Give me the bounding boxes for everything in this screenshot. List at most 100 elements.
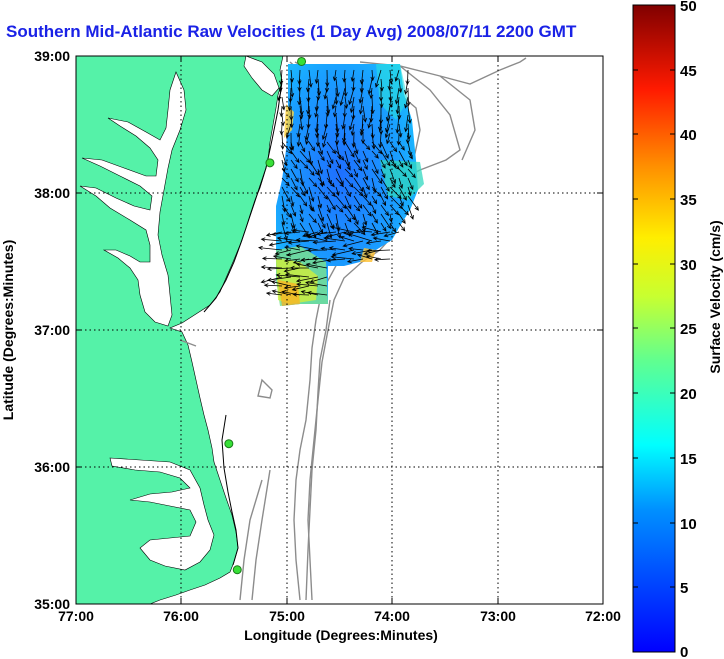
velocity-arrow [326, 258, 346, 263]
velocity-arrow [389, 141, 398, 153]
velocity-arrow [292, 292, 310, 297]
radar-site-marker [232, 565, 242, 575]
velocity-arrow [335, 204, 344, 213]
velocity-arrow [365, 254, 382, 260]
velocity-arrow [281, 222, 288, 242]
velocity-arrow [380, 195, 387, 207]
velocity-arrow [290, 168, 299, 183]
colorbar-tick-label: 10 [680, 516, 697, 533]
velocity-arrow [281, 168, 290, 178]
velocity-arrow [300, 290, 319, 296]
velocity-arrow [371, 150, 379, 159]
axis-tick-marks [76, 56, 603, 604]
velocity-arrow [344, 141, 355, 158]
velocity-arrow [305, 234, 328, 242]
velocity-arrow [407, 186, 412, 197]
velocity-arrow [395, 114, 400, 134]
velocity-arrow [307, 105, 312, 120]
velocity-arrow [344, 177, 354, 188]
velocity-arrow [373, 257, 391, 262]
velocity-arrow [384, 123, 391, 139]
colorbar-tick-label: 40 [680, 127, 697, 144]
velocity-arrow [372, 236, 391, 242]
velocity-arrow [389, 222, 397, 233]
velocity-arrow [325, 105, 330, 117]
radar-site-marker [297, 56, 307, 66]
velocity-arrow [353, 141, 359, 155]
velocity-arrow [281, 213, 286, 226]
velocity-arrow [326, 150, 334, 165]
velocity-arrow [362, 105, 368, 123]
velocity-arrow [305, 280, 328, 287]
velocity-arrow [407, 150, 413, 160]
velocity-arrow [330, 255, 355, 260]
velocity-arrow [362, 177, 370, 191]
velocity-arrow [344, 186, 352, 198]
colorbar [632, 4, 676, 653]
velocity-arrow [335, 114, 340, 134]
velocity-arrow [283, 267, 301, 273]
velocity-arrow [335, 222, 342, 239]
velocity-arrow [289, 265, 310, 271]
velocity-arrow [358, 87, 364, 104]
velocity-arrow [387, 78, 392, 91]
y-tick-label: 39:00 [34, 48, 70, 64]
velocity-arrow [270, 280, 292, 287]
velocity-arrow [295, 244, 319, 251]
velocity-arrow [316, 87, 321, 101]
velocity-arrow [299, 141, 306, 153]
velocity-arrow [299, 177, 309, 195]
colorbar-tick-label: 0 [680, 644, 688, 659]
velocity-arrow [389, 168, 397, 184]
velocity-arrow [361, 225, 382, 233]
velocity-arrow [308, 168, 315, 176]
velocity-arrow [281, 177, 290, 187]
velocity-arrow [335, 177, 344, 188]
velocity-arrow [371, 168, 383, 185]
velocity-arrow [315, 132, 321, 148]
velocity-arrow [371, 204, 377, 215]
velocity-arrow [353, 168, 358, 178]
x-tick-label: 72:00 [585, 608, 621, 624]
velocity-arrow [353, 177, 364, 193]
velocity-arrow [290, 150, 300, 164]
velocity-arrow [362, 141, 371, 151]
x-axis-title: Longitude (Degrees:Minutes) [244, 627, 438, 643]
velocity-arrow [350, 69, 355, 83]
velocity-arrow [312, 240, 337, 245]
velocity-arrow [321, 123, 328, 141]
velocity-arrow [296, 132, 301, 147]
velocity-arrow [407, 195, 419, 211]
velocity-arrow [353, 159, 363, 172]
radar-sites [224, 56, 307, 575]
velocity-arrow [334, 87, 339, 106]
velocity-arrow [291, 285, 310, 292]
velocity-arrow [386, 132, 391, 145]
velocity-arrow [362, 186, 368, 199]
velocity-arrow [308, 141, 316, 152]
velocity-arrow [276, 236, 301, 242]
velocity-arrow [326, 204, 331, 214]
velocity-arrow [344, 204, 356, 221]
velocity-arrow [353, 213, 359, 226]
velocity-arrow [326, 177, 335, 188]
velocity-arrow [281, 186, 291, 203]
colorbar-tick-label: 20 [680, 386, 697, 403]
velocity-arrow [314, 105, 319, 118]
velocity-arrow [407, 159, 413, 170]
velocity-arrow [279, 105, 284, 118]
velocity-arrow [398, 213, 406, 225]
colorbar-tick-label: 45 [680, 63, 697, 80]
velocity-arrow [306, 290, 328, 296]
velocity-arrow [371, 195, 378, 205]
velocity-arrow [362, 204, 372, 217]
colorbar-tick-labels: 50 45 40 35 30 25 20 15 10 5 0 [680, 0, 697, 659]
velocity-arrow [299, 159, 309, 170]
velocity-arrow [398, 168, 407, 178]
colorbar-tick-label: 50 [680, 0, 697, 15]
velocity-arrow [362, 213, 368, 226]
y-tick-label: 37:00 [34, 322, 70, 338]
velocity-arrow [344, 213, 352, 223]
delmarva-coast [203, 81, 283, 313]
velocity-arrow [335, 159, 341, 170]
